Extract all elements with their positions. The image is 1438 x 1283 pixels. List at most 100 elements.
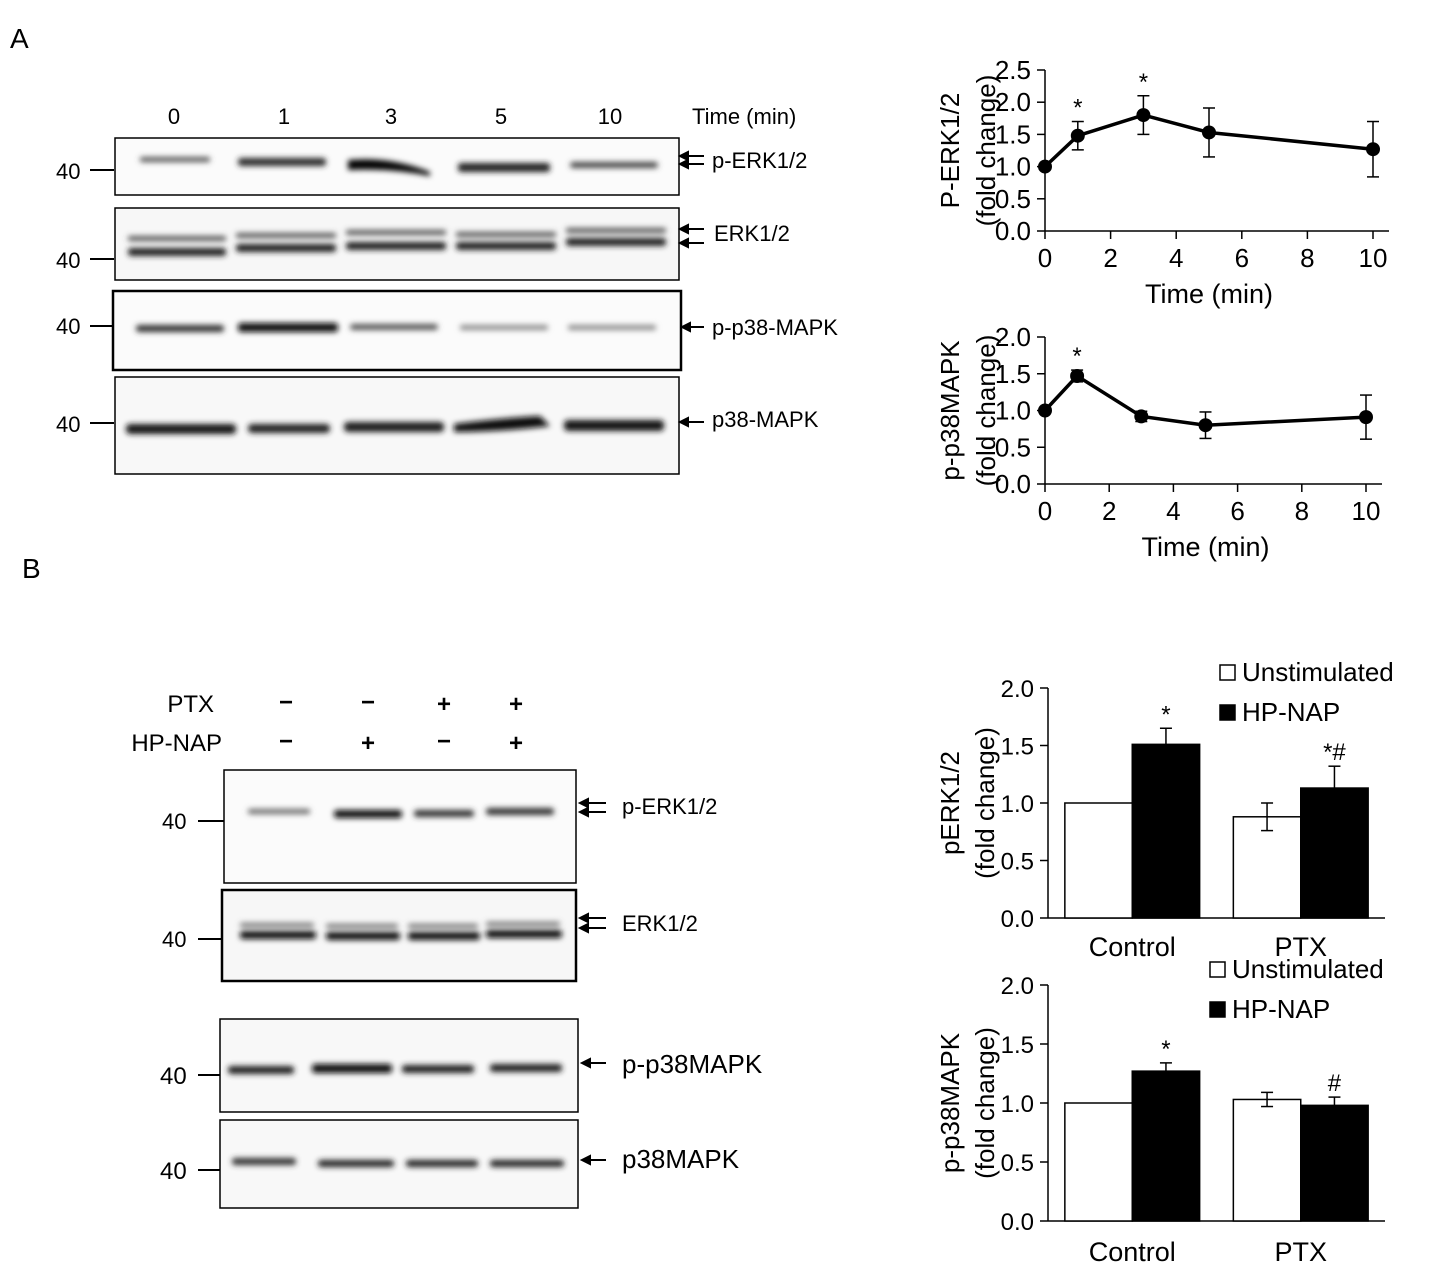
y-axis-label: (fold change) (970, 727, 1000, 879)
band-label: ERK1/2 (714, 221, 790, 246)
data-point (1202, 125, 1216, 140)
bar (1232, 816, 1302, 919)
data-point (1359, 410, 1373, 425)
x-tick-label: 4 (1166, 496, 1180, 526)
band (236, 244, 336, 252)
y-axis-label: pERK1/2 (935, 751, 965, 855)
y-tick-label: 0.0 (995, 469, 1031, 499)
band (460, 325, 548, 330)
band (128, 236, 226, 241)
y-axis-label: p-p38MAPK (935, 1032, 965, 1173)
band (346, 242, 446, 250)
y-tick-label: 1.5 (995, 359, 1031, 389)
band (326, 932, 400, 940)
band (346, 230, 446, 235)
band (248, 424, 330, 433)
band (402, 1065, 474, 1073)
band (566, 228, 666, 233)
x-tick-label: 2 (1103, 243, 1117, 273)
y-tick-label: 2.0 (1001, 676, 1034, 703)
band (564, 420, 664, 431)
x-axis-label: Time (min) (1145, 279, 1273, 309)
x-axis-label: Time (min) (1142, 532, 1270, 562)
legend-label: Unstimulated (1242, 657, 1394, 687)
y-tick-label: 2.5 (995, 55, 1031, 85)
band-group (248, 808, 554, 818)
y-tick-label: 1.5 (995, 119, 1031, 149)
band-label: p-p38MAPK (622, 1049, 763, 1079)
band (406, 1160, 478, 1167)
band (408, 932, 480, 940)
x-tick-label: 6 (1230, 496, 1244, 526)
band (490, 1160, 564, 1167)
band (136, 325, 224, 332)
band (232, 1158, 296, 1165)
bar (1232, 1098, 1302, 1222)
lane-label: 10 (598, 104, 622, 129)
band (350, 324, 438, 330)
y-axis-label: (fold change) (971, 335, 1001, 487)
category-label: Control (1089, 1237, 1176, 1267)
x-tick-label: 0 (1038, 496, 1052, 526)
band (486, 922, 560, 926)
significance-label: *# (1323, 739, 1346, 766)
band (456, 232, 556, 237)
band (458, 163, 550, 172)
treatment-label: HP-NAP (131, 730, 222, 757)
mw-marker: 40 (56, 314, 80, 339)
mw-marker: 40 (160, 1063, 187, 1090)
band (454, 416, 550, 432)
mw-marker: 40 (162, 809, 186, 834)
y-tick-label: 1.0 (995, 152, 1031, 182)
band (570, 162, 658, 168)
band (326, 924, 398, 928)
bar (1300, 1104, 1369, 1222)
mw-marker: 40 (56, 159, 80, 184)
treatment-label: PTX (167, 691, 214, 718)
legend-label: HP-NAP (1242, 697, 1340, 727)
data-point (1366, 142, 1380, 157)
band (240, 931, 316, 939)
band (126, 424, 236, 434)
band-label: p38MAPK (622, 1144, 740, 1174)
significance-label: * (1161, 701, 1170, 728)
legend-swatch (1209, 961, 1226, 978)
band (228, 1066, 294, 1074)
band-group (228, 1064, 562, 1074)
band-label: p-ERK1/2 (622, 794, 717, 819)
y-tick-label: 2.0 (995, 322, 1031, 352)
band (348, 159, 430, 176)
band-label: ERK1/2 (622, 911, 698, 936)
band (334, 810, 402, 818)
treatment-sign: − (361, 689, 375, 716)
band-group (140, 157, 658, 176)
y-tick-label: 0.0 (995, 216, 1031, 246)
band (140, 157, 210, 162)
band-label: p38-MAPK (712, 407, 819, 432)
band-group (136, 323, 656, 332)
mw-marker: 40 (56, 412, 80, 437)
data-point (1038, 403, 1052, 418)
lane-label: 0 (168, 104, 180, 129)
band (408, 924, 478, 928)
band (128, 248, 226, 256)
band (568, 325, 656, 330)
band (248, 809, 310, 814)
blot-b: PTX HP-NAP − − + + − + − + (131, 689, 763, 1209)
mw-marker: 40 (56, 248, 80, 273)
x-tick-label: 8 (1300, 243, 1314, 273)
band (456, 242, 556, 250)
treatment-sign: + (437, 691, 451, 718)
significance-label: * (1139, 69, 1148, 96)
band-group (128, 228, 666, 256)
bar (1064, 1102, 1133, 1222)
legend-swatch (1209, 1001, 1226, 1018)
y-tick-label: 2.0 (1001, 973, 1034, 1000)
treatment-sign: − (279, 728, 293, 755)
mw-marker: 40 (162, 927, 186, 952)
y-tick-label: 1.5 (1001, 734, 1034, 761)
band-label: p-ERK1/2 (712, 148, 807, 173)
band (312, 1064, 392, 1073)
significance-label: * (1072, 343, 1081, 370)
bar (1064, 802, 1133, 919)
